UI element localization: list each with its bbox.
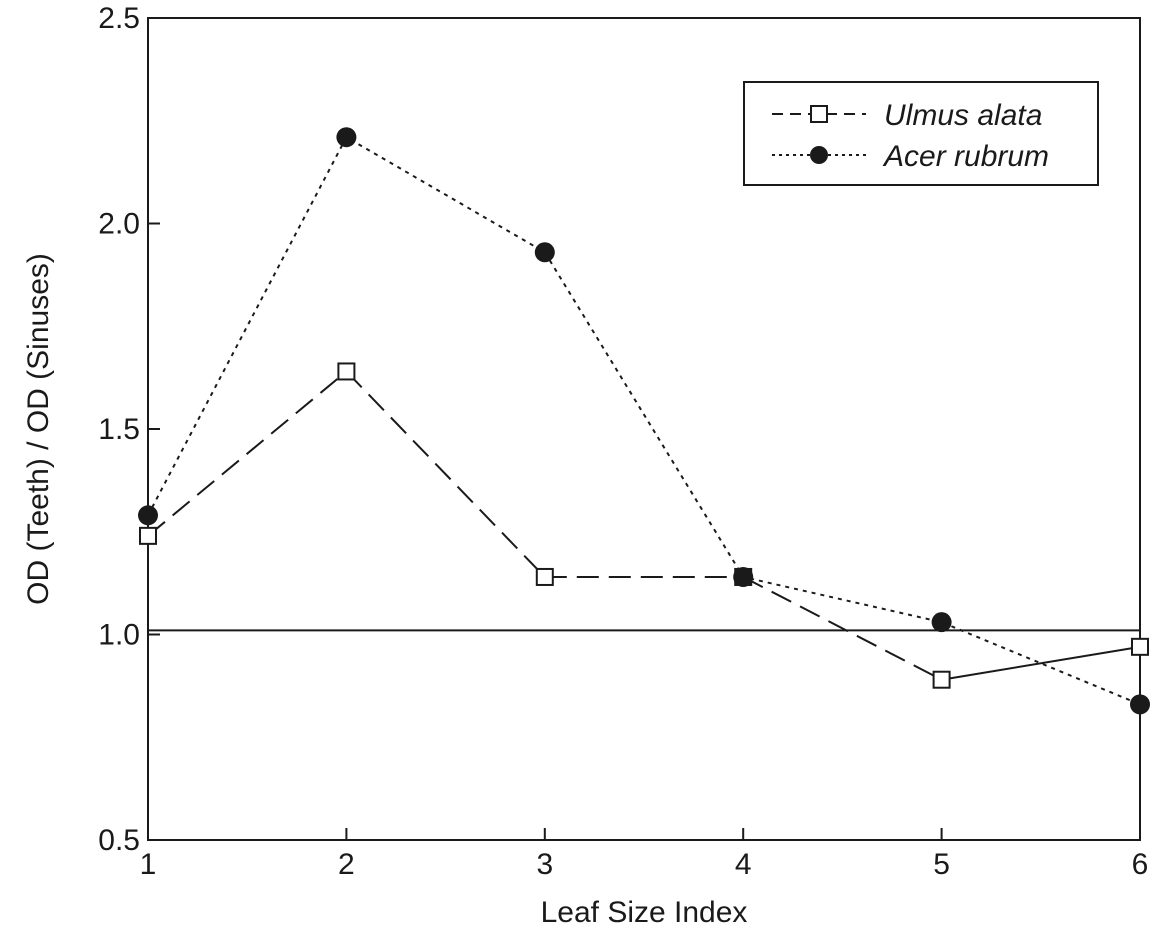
y-tick-label: 0.5: [98, 824, 140, 857]
ulmus-alata-line-segment: [345, 370, 546, 578]
ulmus-alata-line-segment: [742, 576, 943, 681]
legend-box: [743, 81, 1099, 186]
ulmus-alata-point: [1131, 637, 1149, 656]
x-tick-label: 5: [933, 848, 950, 881]
x-tick-label: 3: [536, 848, 553, 881]
ulmus-alata-point: [337, 362, 356, 381]
y-tick-label: 1.0: [98, 619, 140, 652]
x-tick-label: 4: [735, 848, 752, 881]
legend-label-ulmus: Ulmus alata: [884, 99, 1042, 132]
ulmus-alata-point: [734, 567, 753, 586]
ulmus-alata-point: [535, 567, 554, 586]
legend-marker-ulmus: [810, 105, 828, 123]
y-axis-title: OD (Teeth) / OD (Sinuses): [22, 253, 55, 605]
legend-marker-acer: [810, 146, 828, 164]
x-tick-label: 2: [338, 848, 355, 881]
ulmus-alata-point: [139, 526, 157, 545]
y-tick-label: 2.0: [98, 208, 140, 241]
x-tick-label: 1: [140, 848, 157, 881]
acer-rubrum-point: [931, 612, 952, 633]
acer-rubrum-point: [138, 505, 158, 526]
legend: Ulmus alata Acer rubrum: [743, 81, 1099, 186]
x-axis: 1 2 3 4 5 6: [140, 828, 1149, 881]
ulmus-alata-point: [932, 670, 951, 689]
acer-rubrum-line: [147, 135, 1141, 706]
acer-rubrum-point: [534, 242, 555, 263]
series-layer: [138, 127, 1150, 715]
acer-rubrum-point: [1130, 694, 1150, 715]
legend-label-acer: Acer rubrum: [882, 140, 1049, 173]
ulmus-alata-line-segment: [941, 645, 1141, 681]
y-tick-label: 2.5: [98, 2, 140, 35]
x-tick-label: 6: [1132, 848, 1149, 881]
ulmus-alata-line-segment: [147, 370, 348, 537]
acer-rubrum-point: [336, 127, 357, 148]
y-axis: 0.5 1.0 1.5 2.0 2.5: [98, 2, 160, 857]
x-axis-title: Leaf Size Index: [541, 896, 748, 929]
y-tick-label: 1.5: [98, 413, 140, 446]
